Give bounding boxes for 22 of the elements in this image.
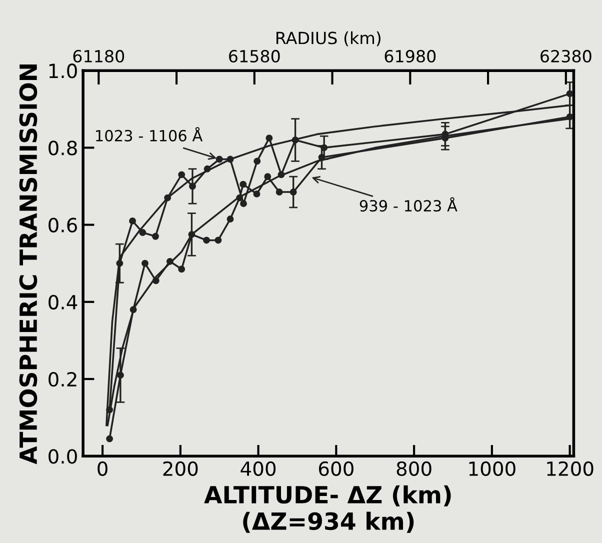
x2-tick-label: 61580 [229,50,280,62]
x2-tick-label: 61180 [73,50,124,62]
y-tick-label: 0.4 [48,294,78,310]
x-tick-label: 400 [240,461,276,476]
annotation: 939 - 1023 Å [360,197,458,212]
y-tick-label: 0.6 [48,218,77,232]
x-tick-label: 0 [98,461,108,476]
x-tick-label: 800 [396,461,432,476]
x2-tick-label: 61980 [384,50,436,62]
y-tick-label: 0.8 [48,140,77,156]
y-tick-label: 0.2 [48,372,76,387]
x-tick-label: 1200 [547,461,594,476]
y-axis-title: ATMOSPHERIC TRANSMISSION [19,64,38,464]
x2-axis-title: RADIUS (km) [276,31,380,46]
annotation: 1023 - 1106 Å [96,127,203,142]
y-tick-label: 1.0 [49,64,77,78]
x-axis-title: ALTITUDE- ΔZ (km) (ΔZ=934 km) [204,485,451,533]
y-tick-label: 0.0 [48,449,77,464]
x-tick-label: 200 [163,461,198,476]
x2-tick-label: 62380 [540,50,592,62]
x-tick-label: 600 [318,461,354,476]
x-tick-label: 1000 [469,461,516,476]
